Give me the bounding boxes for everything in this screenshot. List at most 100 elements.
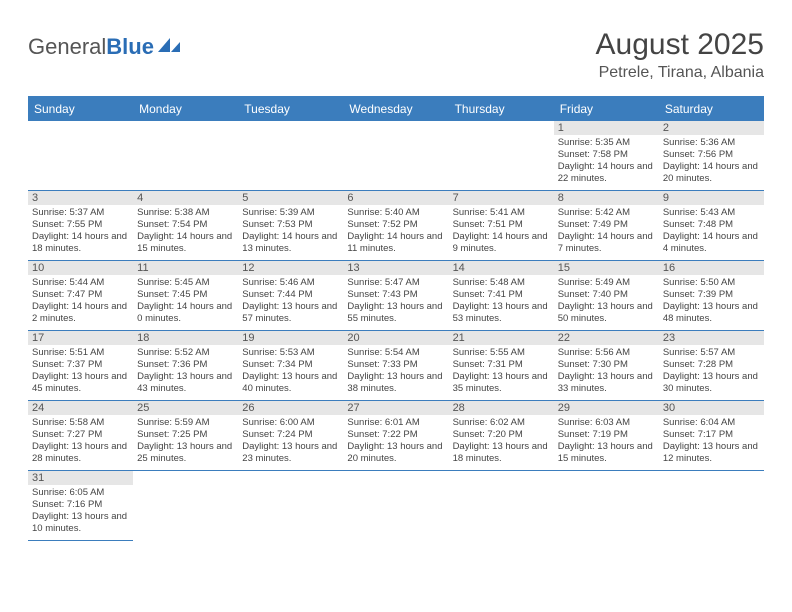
day-details: Sunrise: 5:57 AMSunset: 7:28 PMDaylight:… <box>659 345 764 399</box>
day-number: 3 <box>28 191 133 205</box>
day-number: 25 <box>133 401 238 415</box>
day-number: 7 <box>449 191 554 205</box>
logo-text-general: General <box>28 34 106 60</box>
col-header-tuesday: Tuesday <box>238 97 343 121</box>
col-header-monday: Monday <box>133 97 238 121</box>
empty-cell <box>133 121 238 191</box>
empty-cell <box>238 121 343 191</box>
day-cell: 15Sunrise: 5:49 AMSunset: 7:40 PMDayligh… <box>554 261 659 331</box>
day-number: 1 <box>554 121 659 135</box>
day-number: 17 <box>28 331 133 345</box>
day-details: Sunrise: 5:48 AMSunset: 7:41 PMDaylight:… <box>449 275 554 329</box>
location: Petrele, Tirana, Albania <box>596 64 764 82</box>
logo-text-blue: Blue <box>106 34 154 60</box>
day-number: 23 <box>659 331 764 345</box>
day-cell: 27Sunrise: 6:01 AMSunset: 7:22 PMDayligh… <box>343 401 448 471</box>
day-details: Sunrise: 6:04 AMSunset: 7:17 PMDaylight:… <box>659 415 764 469</box>
logo-sail-icon <box>156 34 182 60</box>
day-number: 22 <box>554 331 659 345</box>
empty-cell <box>133 471 238 541</box>
day-details: Sunrise: 5:36 AMSunset: 7:56 PMDaylight:… <box>659 135 764 189</box>
day-number: 28 <box>449 401 554 415</box>
day-number: 20 <box>343 331 448 345</box>
logo: GeneralBlue <box>28 34 182 60</box>
day-cell: 21Sunrise: 5:55 AMSunset: 7:31 PMDayligh… <box>449 331 554 401</box>
empty-cell <box>449 471 554 541</box>
day-details: Sunrise: 5:49 AMSunset: 7:40 PMDaylight:… <box>554 275 659 329</box>
empty-cell <box>659 471 764 541</box>
empty-cell <box>449 121 554 191</box>
day-details: Sunrise: 5:42 AMSunset: 7:49 PMDaylight:… <box>554 205 659 259</box>
calendar-body: 1Sunrise: 5:35 AMSunset: 7:58 PMDaylight… <box>28 121 764 541</box>
day-details: Sunrise: 5:37 AMSunset: 7:55 PMDaylight:… <box>28 205 133 259</box>
week-row: 1Sunrise: 5:35 AMSunset: 7:58 PMDaylight… <box>28 121 764 191</box>
empty-cell <box>238 471 343 541</box>
title-block: August 2025 Petrele, Tirana, Albania <box>596 28 764 82</box>
col-header-thursday: Thursday <box>449 97 554 121</box>
day-cell: 10Sunrise: 5:44 AMSunset: 7:47 PMDayligh… <box>28 261 133 331</box>
day-number: 30 <box>659 401 764 415</box>
day-details: Sunrise: 5:35 AMSunset: 7:58 PMDaylight:… <box>554 135 659 189</box>
day-cell: 22Sunrise: 5:56 AMSunset: 7:30 PMDayligh… <box>554 331 659 401</box>
day-details: Sunrise: 5:44 AMSunset: 7:47 PMDaylight:… <box>28 275 133 329</box>
day-details: Sunrise: 5:54 AMSunset: 7:33 PMDaylight:… <box>343 345 448 399</box>
day-number: 6 <box>343 191 448 205</box>
day-cell: 26Sunrise: 6:00 AMSunset: 7:24 PMDayligh… <box>238 401 343 471</box>
day-cell: 6Sunrise: 5:40 AMSunset: 7:52 PMDaylight… <box>343 191 448 261</box>
day-cell: 28Sunrise: 6:02 AMSunset: 7:20 PMDayligh… <box>449 401 554 471</box>
day-details: Sunrise: 5:59 AMSunset: 7:25 PMDaylight:… <box>133 415 238 469</box>
week-row: 10Sunrise: 5:44 AMSunset: 7:47 PMDayligh… <box>28 261 764 331</box>
day-number: 19 <box>238 331 343 345</box>
day-details: Sunrise: 5:46 AMSunset: 7:44 PMDaylight:… <box>238 275 343 329</box>
week-row: 31Sunrise: 6:05 AMSunset: 7:16 PMDayligh… <box>28 471 764 541</box>
day-cell: 24Sunrise: 5:58 AMSunset: 7:27 PMDayligh… <box>28 401 133 471</box>
calendar-head: SundayMondayTuesdayWednesdayThursdayFrid… <box>28 97 764 121</box>
day-cell: 4Sunrise: 5:38 AMSunset: 7:54 PMDaylight… <box>133 191 238 261</box>
day-details: Sunrise: 5:55 AMSunset: 7:31 PMDaylight:… <box>449 345 554 399</box>
day-cell: 11Sunrise: 5:45 AMSunset: 7:45 PMDayligh… <box>133 261 238 331</box>
day-number: 24 <box>28 401 133 415</box>
day-cell: 16Sunrise: 5:50 AMSunset: 7:39 PMDayligh… <box>659 261 764 331</box>
day-cell: 14Sunrise: 5:48 AMSunset: 7:41 PMDayligh… <box>449 261 554 331</box>
day-cell: 9Sunrise: 5:43 AMSunset: 7:48 PMDaylight… <box>659 191 764 261</box>
day-details: Sunrise: 6:00 AMSunset: 7:24 PMDaylight:… <box>238 415 343 469</box>
day-cell: 20Sunrise: 5:54 AMSunset: 7:33 PMDayligh… <box>343 331 448 401</box>
day-number: 9 <box>659 191 764 205</box>
day-details: Sunrise: 6:05 AMSunset: 7:16 PMDaylight:… <box>28 485 133 539</box>
empty-cell <box>28 121 133 191</box>
day-number: 21 <box>449 331 554 345</box>
day-cell: 3Sunrise: 5:37 AMSunset: 7:55 PMDaylight… <box>28 191 133 261</box>
day-number: 12 <box>238 261 343 275</box>
empty-cell <box>554 471 659 541</box>
day-details: Sunrise: 5:45 AMSunset: 7:45 PMDaylight:… <box>133 275 238 329</box>
day-cell: 5Sunrise: 5:39 AMSunset: 7:53 PMDaylight… <box>238 191 343 261</box>
day-number: 4 <box>133 191 238 205</box>
day-details: Sunrise: 5:41 AMSunset: 7:51 PMDaylight:… <box>449 205 554 259</box>
col-header-wednesday: Wednesday <box>343 97 448 121</box>
day-cell: 19Sunrise: 5:53 AMSunset: 7:34 PMDayligh… <box>238 331 343 401</box>
day-number: 2 <box>659 121 764 135</box>
day-cell: 25Sunrise: 5:59 AMSunset: 7:25 PMDayligh… <box>133 401 238 471</box>
week-row: 3Sunrise: 5:37 AMSunset: 7:55 PMDaylight… <box>28 191 764 261</box>
month-title: August 2025 <box>596 28 764 62</box>
day-details: Sunrise: 6:01 AMSunset: 7:22 PMDaylight:… <box>343 415 448 469</box>
empty-cell <box>343 121 448 191</box>
day-number: 15 <box>554 261 659 275</box>
day-details: Sunrise: 6:02 AMSunset: 7:20 PMDaylight:… <box>449 415 554 469</box>
day-cell: 2Sunrise: 5:36 AMSunset: 7:56 PMDaylight… <box>659 121 764 191</box>
week-row: 24Sunrise: 5:58 AMSunset: 7:27 PMDayligh… <box>28 401 764 471</box>
day-number: 8 <box>554 191 659 205</box>
calendar-table: SundayMondayTuesdayWednesdayThursdayFrid… <box>28 96 764 541</box>
day-number: 11 <box>133 261 238 275</box>
day-number: 13 <box>343 261 448 275</box>
empty-cell <box>343 471 448 541</box>
col-header-sunday: Sunday <box>28 97 133 121</box>
day-cell: 29Sunrise: 6:03 AMSunset: 7:19 PMDayligh… <box>554 401 659 471</box>
day-details: Sunrise: 6:03 AMSunset: 7:19 PMDaylight:… <box>554 415 659 469</box>
day-number: 26 <box>238 401 343 415</box>
week-row: 17Sunrise: 5:51 AMSunset: 7:37 PMDayligh… <box>28 331 764 401</box>
day-cell: 1Sunrise: 5:35 AMSunset: 7:58 PMDaylight… <box>554 121 659 191</box>
day-details: Sunrise: 5:43 AMSunset: 7:48 PMDaylight:… <box>659 205 764 259</box>
day-cell: 31Sunrise: 6:05 AMSunset: 7:16 PMDayligh… <box>28 471 133 541</box>
day-details: Sunrise: 5:53 AMSunset: 7:34 PMDaylight:… <box>238 345 343 399</box>
